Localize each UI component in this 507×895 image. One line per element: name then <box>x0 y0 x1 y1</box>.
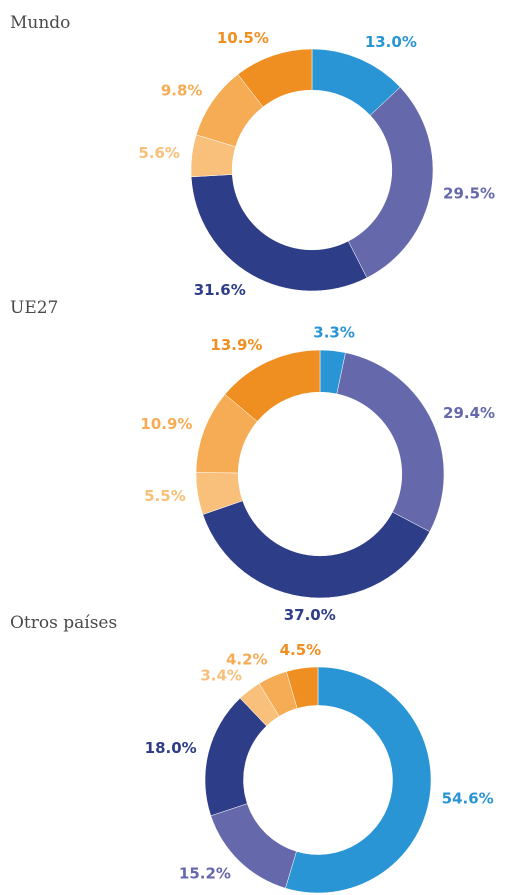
donut-segment <box>202 500 431 599</box>
value-label: 18.0% <box>145 739 197 757</box>
chart-title: Mundo <box>10 13 70 33</box>
donut-segment <box>347 86 434 279</box>
value-label: 4.2% <box>226 651 268 669</box>
value-label: 4.5% <box>280 641 322 659</box>
donut-segment <box>224 349 321 422</box>
value-label: 37.0% <box>284 606 336 624</box>
donut-segment <box>286 666 319 709</box>
value-label: 13.9% <box>210 336 262 354</box>
value-label: 3.3% <box>313 323 355 341</box>
value-label: 13.0% <box>365 33 417 51</box>
value-label: 10.9% <box>140 415 192 433</box>
chart-title: UE27 <box>10 298 58 318</box>
value-label: 31.6% <box>194 281 246 299</box>
value-label: 15.2% <box>179 865 231 883</box>
value-label: 5.5% <box>144 487 186 505</box>
value-label: 29.4% <box>443 404 495 422</box>
donut-segment <box>190 174 368 292</box>
donut-segment <box>285 666 432 894</box>
value-label: 9.8% <box>161 82 203 100</box>
chart-title: Otros países <box>10 613 117 633</box>
value-label: 5.6% <box>138 144 180 162</box>
donut-segment <box>336 352 445 533</box>
value-label: 10.5% <box>217 29 269 47</box>
value-label: 54.6% <box>442 790 494 808</box>
value-label: 29.5% <box>443 184 495 202</box>
donut-segment <box>237 48 313 108</box>
value-label: 3.4% <box>200 667 242 685</box>
